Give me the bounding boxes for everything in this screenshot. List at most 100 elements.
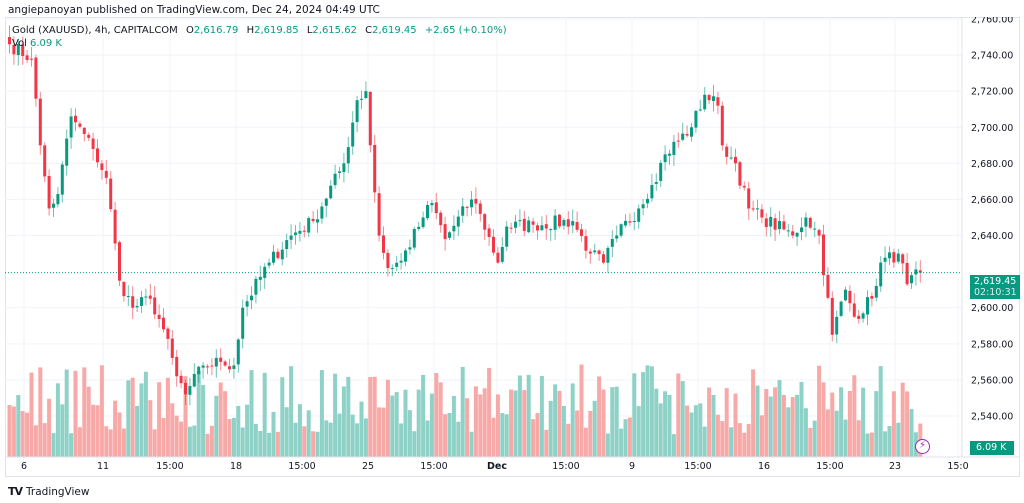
volume-bar bbox=[179, 421, 184, 457]
candle-body bbox=[342, 163, 346, 173]
candle bbox=[566, 211, 570, 235]
candle bbox=[857, 310, 861, 324]
candle-body bbox=[566, 219, 570, 227]
candle bbox=[874, 278, 878, 302]
candle-body bbox=[478, 203, 482, 214]
candlestick-chart[interactable]: 2,760.00 2,740.00 2,720.00 2,700.00 2,680.00… bbox=[5, 17, 1020, 477]
candle-body bbox=[360, 98, 363, 100]
time-tick-label: 23 bbox=[889, 461, 901, 472]
volume-bar bbox=[825, 409, 830, 457]
candle-body bbox=[87, 134, 91, 138]
candle bbox=[505, 221, 509, 252]
candle bbox=[412, 226, 416, 251]
candle-body bbox=[452, 225, 456, 232]
candle-body bbox=[461, 206, 465, 216]
volume-bar bbox=[553, 384, 558, 457]
candle bbox=[747, 181, 751, 220]
volume-bar bbox=[425, 420, 430, 457]
candle bbox=[624, 214, 627, 228]
volume-bar bbox=[86, 386, 91, 457]
candle bbox=[910, 272, 913, 290]
volume-bar bbox=[720, 421, 725, 457]
volume-bar bbox=[865, 433, 870, 457]
volume-bar bbox=[236, 405, 241, 457]
volume-bar bbox=[333, 373, 338, 457]
candle-body bbox=[184, 383, 187, 395]
volume-bar bbox=[258, 430, 263, 457]
candle bbox=[166, 326, 170, 350]
candle bbox=[852, 293, 856, 319]
candle-body bbox=[267, 262, 271, 266]
price-tick-label: 2,660.00 bbox=[971, 195, 1013, 206]
volume-bar bbox=[834, 410, 839, 457]
candle-body bbox=[254, 278, 258, 295]
candle bbox=[487, 224, 491, 246]
time-tick-label: 15:00 bbox=[684, 461, 711, 472]
bar-countdown: 02:10:31 bbox=[974, 287, 1017, 298]
candle-body bbox=[707, 95, 711, 101]
volume-bar bbox=[399, 423, 404, 457]
candle-body bbox=[113, 209, 117, 244]
candle-body bbox=[144, 296, 148, 298]
volume-bar bbox=[16, 395, 21, 457]
volume-bar bbox=[729, 427, 734, 457]
volume-bar bbox=[47, 398, 52, 457]
candle-body bbox=[562, 220, 566, 226]
candle-body bbox=[694, 110, 698, 128]
candle-body bbox=[426, 205, 429, 219]
time-tick-label: 15:00 bbox=[156, 461, 183, 472]
volume-bar bbox=[350, 414, 355, 457]
candle bbox=[201, 362, 205, 379]
candle-body bbox=[228, 366, 231, 370]
candle bbox=[69, 108, 73, 149]
volume-bar bbox=[394, 392, 399, 457]
volume-bar bbox=[500, 413, 505, 457]
volume-bar bbox=[883, 431, 888, 457]
volume-bar bbox=[847, 390, 852, 457]
volume-bar bbox=[438, 382, 443, 457]
volume-bar bbox=[487, 367, 492, 457]
candle bbox=[386, 249, 390, 277]
volume-bar bbox=[509, 389, 514, 457]
candle bbox=[346, 136, 350, 174]
candle bbox=[879, 256, 883, 292]
candle bbox=[597, 249, 601, 261]
candle bbox=[901, 252, 905, 275]
volume-bar bbox=[51, 433, 56, 457]
volume-bar bbox=[183, 376, 188, 457]
volume-bar bbox=[465, 398, 470, 457]
volume-bar bbox=[786, 407, 791, 457]
candle-body bbox=[681, 133, 685, 140]
candle bbox=[861, 311, 865, 323]
candle-body bbox=[241, 307, 245, 339]
volume-bar bbox=[548, 400, 553, 457]
candle-body bbox=[844, 289, 847, 301]
candle bbox=[47, 169, 51, 216]
candle-body bbox=[219, 357, 223, 362]
volume-bar bbox=[711, 395, 716, 457]
tradingview-logo[interactable]: TV TradingView bbox=[8, 485, 89, 498]
volume-bar bbox=[205, 433, 210, 457]
candle bbox=[355, 95, 359, 133]
candle bbox=[839, 300, 843, 318]
candle-body bbox=[236, 339, 240, 365]
volume-bar bbox=[575, 410, 580, 457]
volume-bar bbox=[135, 405, 140, 457]
candle bbox=[338, 167, 341, 179]
volume-bar bbox=[715, 414, 720, 457]
candle bbox=[250, 286, 253, 310]
candle-body bbox=[839, 301, 843, 316]
candle bbox=[610, 230, 614, 258]
volume-bar bbox=[174, 415, 179, 457]
volume-bar bbox=[209, 425, 214, 457]
candle-body bbox=[747, 188, 751, 209]
candle-body bbox=[162, 317, 165, 330]
candle bbox=[562, 218, 566, 230]
volume-bar bbox=[126, 380, 131, 457]
volume-bar bbox=[504, 414, 509, 457]
candle bbox=[263, 263, 267, 290]
candle bbox=[663, 145, 667, 171]
volume-bar bbox=[663, 391, 668, 457]
lightning-bolt-icon[interactable]: ⚡︎ bbox=[915, 439, 930, 454]
price-tick-label: 2,680.00 bbox=[971, 159, 1013, 170]
